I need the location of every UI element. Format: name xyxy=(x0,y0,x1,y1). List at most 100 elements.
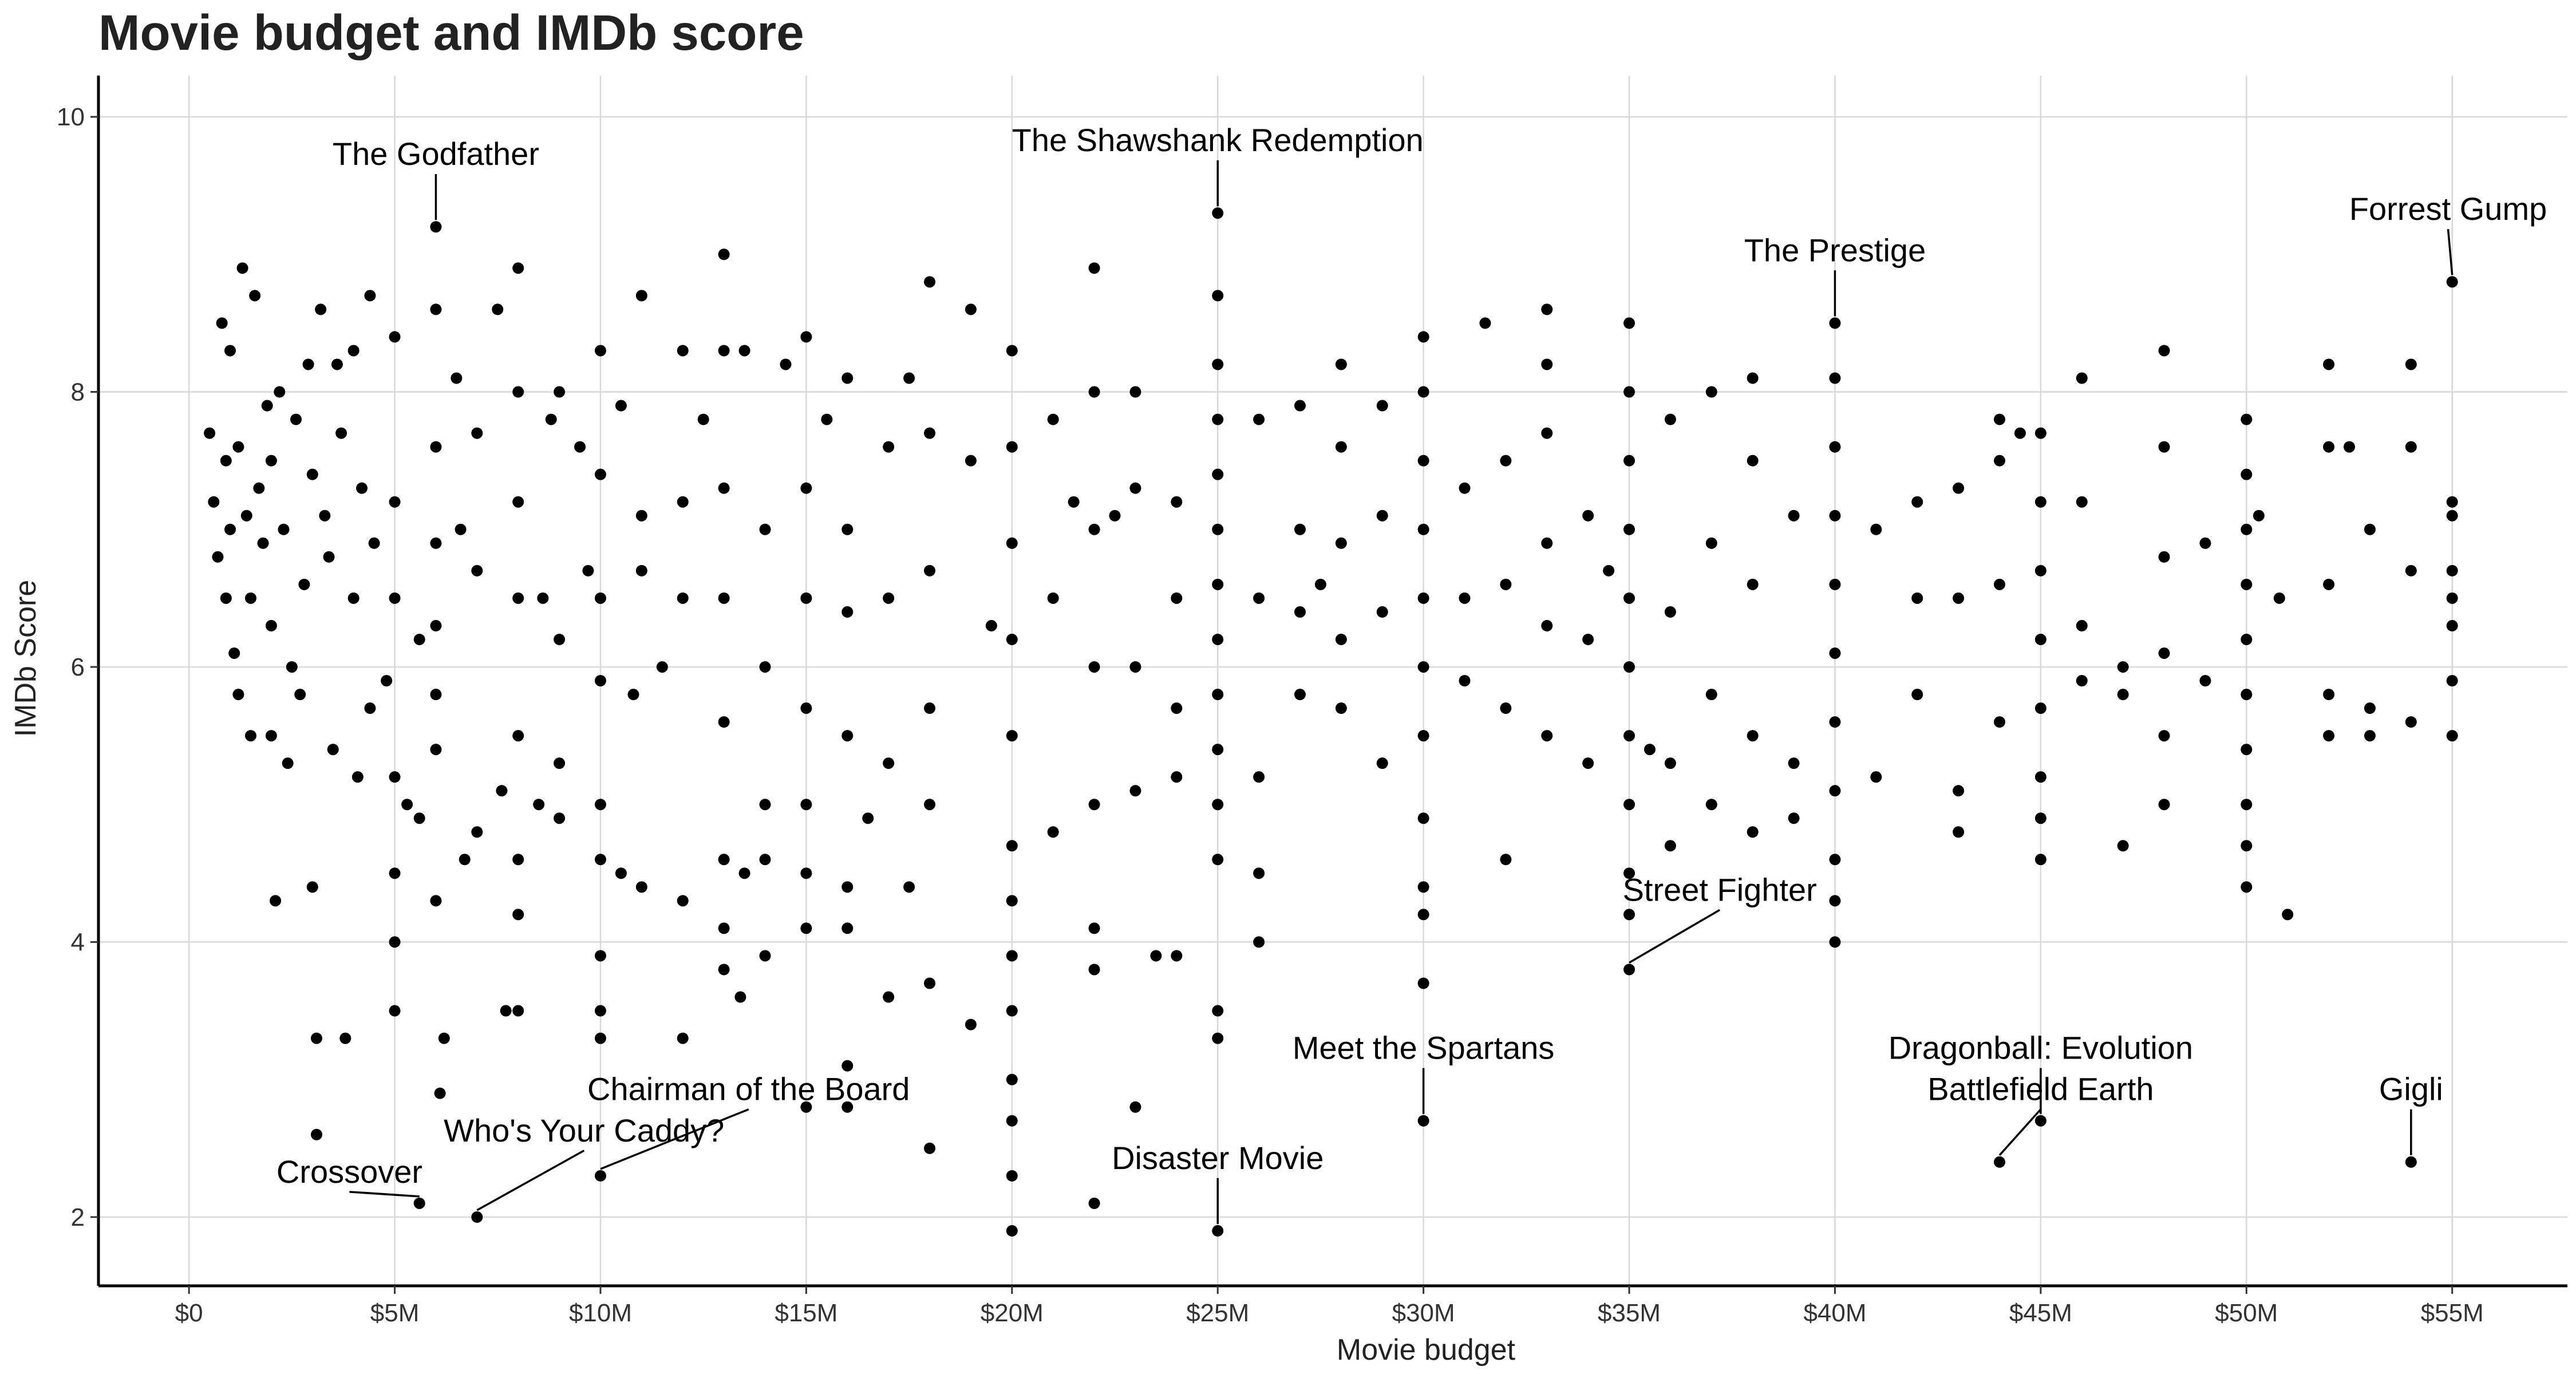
data-point xyxy=(1335,537,1347,549)
data-point xyxy=(1335,702,1347,714)
data-point xyxy=(212,551,224,563)
data-point xyxy=(965,1018,977,1030)
x-tick-label: $25M xyxy=(1186,1299,1249,1327)
data-point xyxy=(2273,592,2285,604)
data-point xyxy=(253,482,265,494)
data-point xyxy=(315,303,327,315)
data-point xyxy=(2034,702,2046,714)
data-point xyxy=(1088,661,1100,673)
data-point xyxy=(430,744,442,756)
data-point xyxy=(1088,1197,1100,1209)
data-point xyxy=(512,730,524,742)
data-point xyxy=(697,413,709,425)
data-point xyxy=(2199,675,2211,686)
y-axis-title: IMDb Score xyxy=(9,580,42,737)
data-point xyxy=(841,523,854,535)
data-point xyxy=(1047,413,1059,425)
data-point xyxy=(1994,455,2006,467)
data-point xyxy=(635,881,647,893)
data-point xyxy=(1088,799,1100,811)
annotation: Gigli xyxy=(2379,1071,2443,1155)
annotation-label: Meet the Spartans xyxy=(1293,1030,1555,1066)
annotation: Dragonball: Evolution xyxy=(1888,1030,2193,1114)
data-point xyxy=(1212,1032,1224,1044)
data-point xyxy=(500,1005,512,1017)
data-point xyxy=(204,427,216,439)
data-point xyxy=(2446,619,2458,631)
data-point xyxy=(240,510,252,522)
data-point xyxy=(903,881,915,893)
data-point xyxy=(413,1197,425,1209)
data-point xyxy=(1129,1101,1141,1113)
chart-title: Movie budget and IMDb score xyxy=(98,5,804,61)
data-point xyxy=(1582,757,1594,769)
data-point xyxy=(1171,771,1183,783)
x-axis-title: Movie budget xyxy=(1337,1333,1516,1367)
data-point xyxy=(1129,661,1141,673)
annotation: Crossover xyxy=(276,1154,422,1198)
data-point xyxy=(347,592,359,604)
data-point xyxy=(430,689,442,701)
data-point xyxy=(1582,633,1594,645)
data-point xyxy=(677,592,689,604)
data-point xyxy=(430,303,442,315)
data-point xyxy=(364,290,376,302)
data-point xyxy=(1129,482,1141,494)
x-tick-label: $35M xyxy=(1598,1299,1661,1327)
data-point xyxy=(821,413,833,425)
data-point xyxy=(1644,744,1656,756)
x-tick-label: $40M xyxy=(1803,1299,1866,1327)
data-point xyxy=(1623,964,1635,976)
data-point xyxy=(554,386,566,398)
data-point xyxy=(2405,358,2417,370)
annotation-label: The Prestige xyxy=(1744,232,1926,268)
data-point xyxy=(228,647,240,659)
data-point xyxy=(1047,826,1059,838)
data-point xyxy=(2117,689,2129,701)
data-point xyxy=(2199,537,2211,549)
data-point xyxy=(1417,730,1429,742)
data-point xyxy=(677,895,689,907)
data-point xyxy=(492,303,504,315)
data-point xyxy=(2405,564,2417,577)
data-point xyxy=(2323,730,2335,742)
data-point xyxy=(1006,633,1018,645)
data-point xyxy=(2076,496,2088,508)
annotation-leader xyxy=(476,1150,585,1211)
y-tick-label: 10 xyxy=(57,103,85,131)
data-point xyxy=(1335,633,1347,645)
data-point xyxy=(1088,964,1100,976)
data-point xyxy=(1788,757,1800,769)
data-point xyxy=(635,510,647,522)
data-point xyxy=(2364,730,2376,742)
data-point xyxy=(471,826,483,838)
data-point xyxy=(2076,372,2088,384)
data-point xyxy=(274,386,286,398)
data-point xyxy=(2323,358,2335,370)
data-point xyxy=(1747,455,1759,467)
data-point xyxy=(554,812,566,824)
data-point xyxy=(594,1005,606,1017)
data-point xyxy=(2034,854,2046,866)
data-point xyxy=(1212,854,1224,866)
data-point xyxy=(1705,386,1717,398)
data-point xyxy=(1623,455,1635,467)
data-point xyxy=(261,400,273,412)
data-point xyxy=(594,854,606,866)
data-point xyxy=(294,689,306,701)
data-point xyxy=(924,427,936,439)
data-point xyxy=(1376,400,1388,412)
data-point xyxy=(883,991,895,1003)
data-point xyxy=(1006,730,1018,742)
data-point xyxy=(759,950,771,962)
x-tick-label: $20M xyxy=(981,1299,1044,1327)
data-point xyxy=(537,592,549,604)
data-point xyxy=(364,702,376,714)
data-point xyxy=(718,964,730,976)
data-point xyxy=(800,331,812,343)
x-tick-label: $15M xyxy=(775,1299,837,1327)
annotation-label: The Shawshank Redemption xyxy=(1012,122,1424,158)
x-tick-label: $30M xyxy=(1392,1299,1455,1327)
data-point xyxy=(1829,647,1841,659)
data-point xyxy=(554,633,566,645)
